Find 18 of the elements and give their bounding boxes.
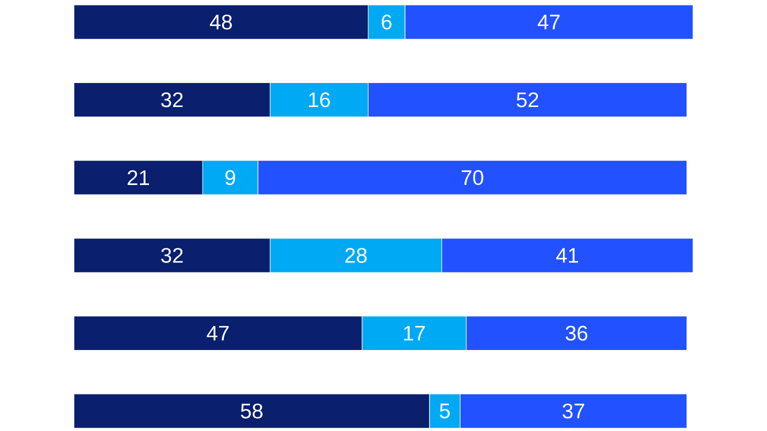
data-label: 9 — [225, 170, 236, 186]
data-label: 28 — [345, 248, 367, 263]
data-label: 37 — [562, 404, 584, 418]
data-label: 47 — [538, 14, 560, 30]
data-label: 47 — [206, 326, 229, 340]
data-label: 5 — [440, 404, 450, 418]
data-label: 70 — [462, 170, 484, 186]
data-label: 17 — [404, 326, 425, 340]
data-label: 36 — [566, 326, 588, 341]
data-label: 32 — [161, 248, 183, 263]
data-label: 21 — [128, 170, 149, 185]
data-label: 32 — [161, 92, 183, 108]
data-label: 48 — [210, 14, 232, 30]
data-label: 52 — [516, 92, 538, 108]
data-label: 41 — [556, 248, 578, 263]
data-label: 16 — [309, 92, 330, 108]
data-label: 6 — [382, 14, 392, 30]
data-label: 58 — [240, 404, 262, 418]
